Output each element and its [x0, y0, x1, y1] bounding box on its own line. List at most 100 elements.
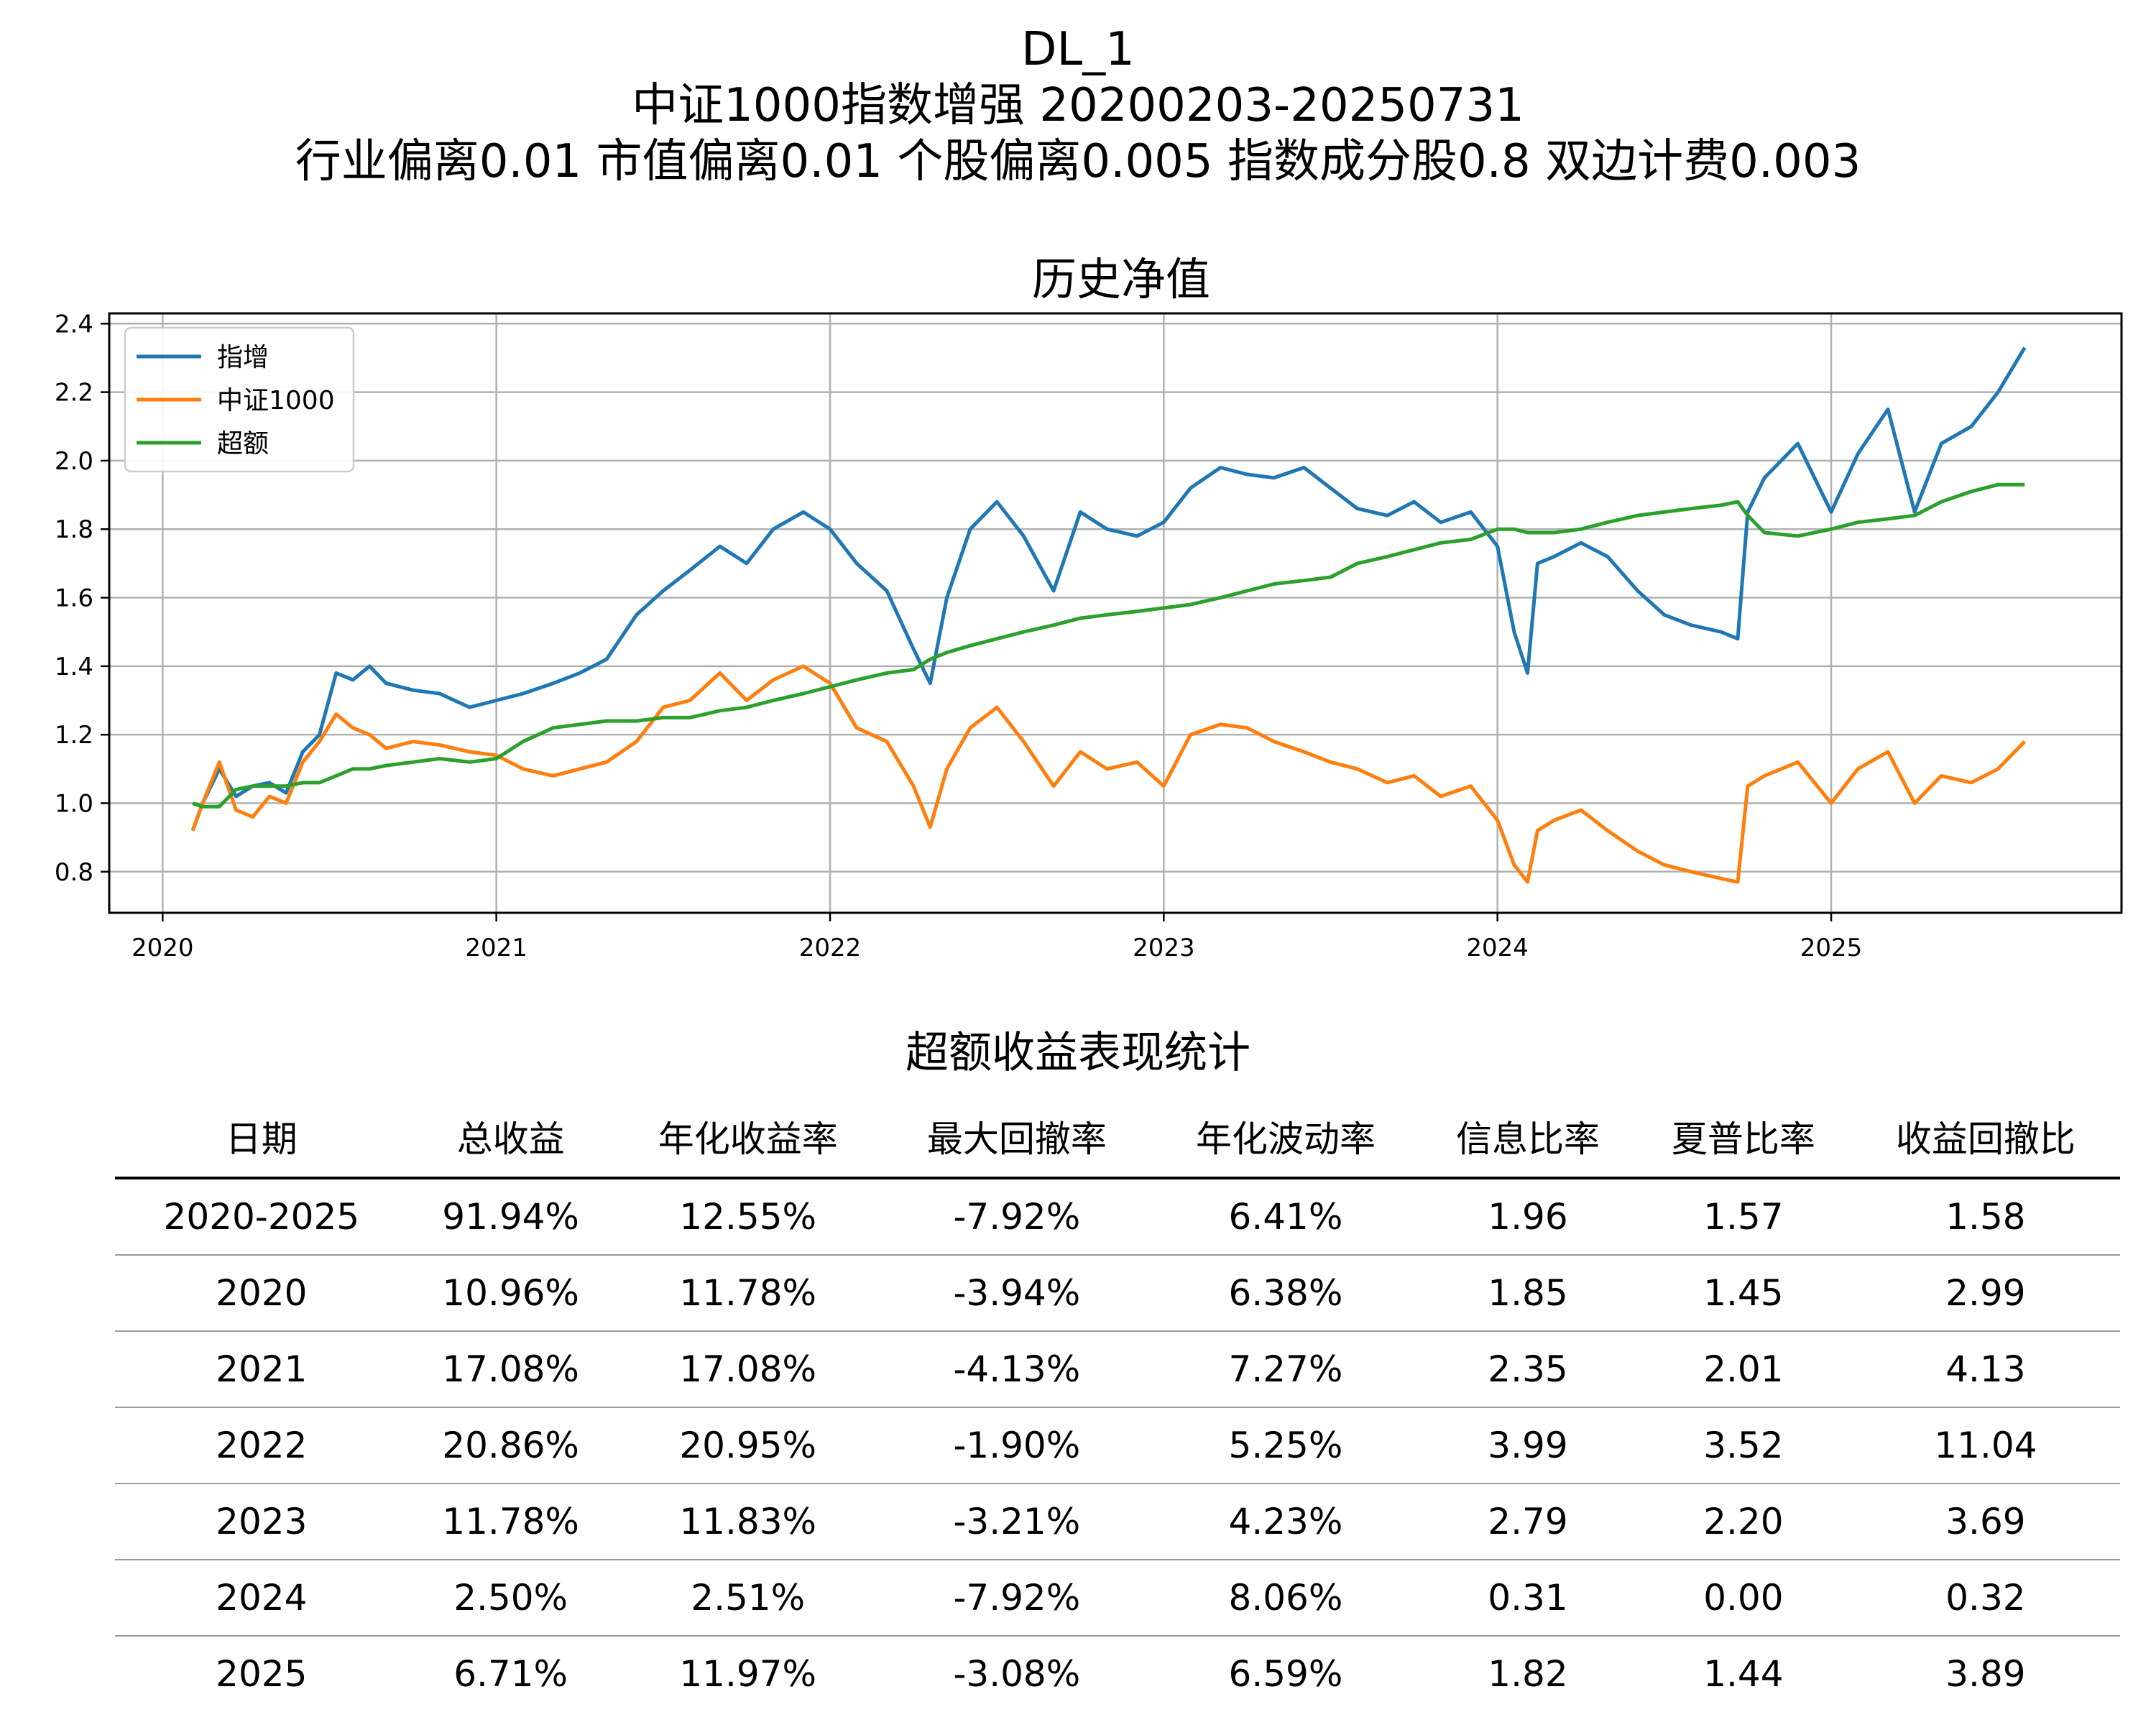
- table-cell: 2.20: [1635, 1484, 1851, 1560]
- table-cell: 20.86%: [407, 1407, 614, 1484]
- table-cell: 2.01: [1635, 1331, 1851, 1408]
- table-row: 2020 10.96% 11.78% -3.94% 6.38% 1.85 1.45 2.99: [115, 1255, 2120, 1332]
- table-cell: 6.38%: [1151, 1255, 1421, 1332]
- table-cell: 1.58: [1851, 1178, 2120, 1256]
- table-row: 2023 11.78% 11.83% -3.21% 4.23% 2.79 2.20 3.69: [115, 1484, 2120, 1560]
- table-cell: 2.50%: [407, 1560, 614, 1637]
- table-cell: 20.95%: [613, 1407, 883, 1484]
- table-cell: 6.71%: [453, 1653, 568, 1695]
- y-tick-label: 0.8: [55, 858, 93, 887]
- table-cell: 2020-2025: [115, 1178, 408, 1256]
- table-cell: 0.00: [1635, 1560, 1851, 1637]
- table-row: 2021 17.08% 17.08% -4.13% 7.27% 2.35 2.01 4.13: [115, 1331, 2120, 1408]
- table-cell: 17.08%: [407, 1331, 614, 1408]
- nav-line-chart: 历史净值 2020 2021 2022 2023 2024 2025 0.8 1.0 1.2 1.…: [55, 253, 2123, 962]
- column-header: 年化波动率: [1151, 1096, 1421, 1179]
- table-cell: 1.96: [1420, 1178, 1636, 1256]
- table-cell: 2020: [115, 1255, 408, 1332]
- table-cell: 0.31: [1420, 1560, 1636, 1637]
- table-cell: 3.99: [1420, 1407, 1636, 1484]
- column-header: 总收益: [407, 1096, 614, 1179]
- legend-box: [124, 326, 355, 473]
- plot-frame: [108, 312, 2123, 914]
- chart-title: 历史净值: [1032, 253, 1210, 305]
- x-tick-label: 2023: [1133, 934, 1195, 962]
- table-cell: 6.59%: [1228, 1653, 1343, 1695]
- table-cell: -3.94%: [882, 1255, 1151, 1332]
- table-cell: 6.41%: [1151, 1178, 1421, 1256]
- table-title: 超额收益表现统计: [906, 1028, 1250, 1078]
- table-cell: 3.89: [1945, 1653, 2026, 1695]
- table-cell: 0.32: [1851, 1560, 2120, 1637]
- x-tick-label: 2020: [132, 934, 194, 962]
- table-cell: 1.85: [1420, 1255, 1636, 1332]
- legend-label: 指增: [217, 343, 269, 372]
- grid: [109, 313, 2122, 913]
- table-cell: 2.35: [1420, 1331, 1636, 1408]
- series-line-0: [190, 346, 2027, 832]
- table-cell: 1.82: [1488, 1653, 1568, 1695]
- y-tick-label: 1.8: [55, 515, 93, 544]
- title-index-period: 中证1000指数增强 20200203-20250731: [632, 79, 1524, 132]
- table-cell: 2.51%: [613, 1560, 883, 1637]
- column-header: 日期: [115, 1096, 408, 1179]
- column-header: 年化收益率: [613, 1096, 883, 1179]
- table-cell: 3.52: [1635, 1407, 1851, 1484]
- table-row: 2020-2025 91.94% 12.55% -7.92% 6.41% 1.96 1.57…: [115, 1178, 2120, 1256]
- series-lines: [190, 346, 2027, 884]
- table-cell: 8.06%: [1151, 1560, 1421, 1637]
- table-cell: -3.08%: [953, 1653, 1081, 1695]
- table-cell: 11.97%: [679, 1653, 817, 1695]
- column-header: 信息比率: [1420, 1096, 1636, 1179]
- series-line-2: [192, 482, 2025, 809]
- table-cell: 91.94%: [407, 1178, 614, 1256]
- column-header: 最大回撤率: [882, 1096, 1151, 1179]
- table-cell: 11.78%: [407, 1484, 614, 1560]
- column-header: 夏普比率: [1635, 1096, 1851, 1179]
- table-cell: 3.69: [1851, 1484, 2120, 1560]
- table-row: 2024 2.50% 2.51% -7.92% 8.06% 0.31 0.00 0.32: [115, 1560, 2120, 1637]
- table-cell: 1.44: [1703, 1653, 1784, 1695]
- legend-label: 超额: [217, 429, 269, 459]
- table-cell: -7.92%: [882, 1178, 1151, 1256]
- table-cell: 1.45: [1635, 1255, 1851, 1332]
- title-strategy-name: DL_1: [1021, 23, 1135, 76]
- axis-ticks: 2020 2021 2022 2023 2024 2025 0.8 1.0 1.2 1.4 1.6 1…: [55, 310, 1862, 962]
- table-row: 2025 6.71% 11.97% -3.08% 6.59% 1.82 1.44 3.89: [115, 1636, 2120, 1711]
- x-tick-label: 2025: [1800, 934, 1863, 962]
- y-tick-label: 2.2: [55, 379, 93, 408]
- table-cell: 2025: [216, 1653, 308, 1695]
- table-cell: -1.90%: [882, 1407, 1151, 1484]
- table-body: 2020-2025 91.94% 12.55% -7.92% 6.41% 1.96 1.57…: [115, 1178, 2120, 1711]
- table-cell: 2024: [115, 1560, 408, 1637]
- table-cell: 2022: [115, 1407, 408, 1484]
- y-tick-label: 1.4: [55, 653, 93, 681]
- y-tick-label: 1.6: [55, 584, 93, 613]
- x-tick-label: 2022: [799, 934, 862, 962]
- table-cell: 7.27%: [1151, 1331, 1421, 1408]
- table-cell: 2021: [115, 1331, 408, 1408]
- excess-return-stats-table: 日期 总收益 年化收益率 最大回撤率 年化波动率 信息比率 夏普比率 收益回撤比 2020-2…: [115, 1096, 2120, 1711]
- table-cell: 4.23%: [1151, 1484, 1421, 1560]
- table-cell: 11.83%: [613, 1484, 883, 1560]
- table-cell: 5.25%: [1151, 1407, 1421, 1484]
- x-tick-label: 2021: [465, 934, 528, 962]
- column-header: 收益回撤比: [1851, 1096, 2120, 1179]
- table-cell: 17.08%: [613, 1331, 883, 1408]
- figure-title: DL_1 中证1000指数增强 20200203-20250731 行业偏离0.…: [0, 22, 2156, 190]
- table-cell: 2023: [115, 1484, 408, 1560]
- table-cell: 1.57: [1635, 1178, 1851, 1256]
- table-cell: 12.55%: [613, 1178, 883, 1256]
- series-line-1: [190, 664, 2027, 884]
- x-tick-label: 2024: [1466, 934, 1529, 962]
- table-cell: -4.13%: [882, 1331, 1151, 1408]
- table-cell: 10.96%: [407, 1255, 614, 1332]
- y-tick-label: 1.2: [55, 721, 93, 750]
- legend-label: 中证1000: [217, 386, 335, 415]
- y-tick-label: 1.0: [55, 789, 93, 818]
- table-row: 2022 20.86% 20.95% -1.90% 5.25% 3.99 3.52 11.04: [115, 1407, 2120, 1484]
- title-parameters: 行业偏离0.01 市值偏离0.01 个股偏离0.005 指数成分股0.8 双边计…: [295, 135, 1861, 188]
- table-header-row: 日期 总收益 年化收益率 最大回撤率 年化波动率 信息比率 夏普比率 收益回撤比: [115, 1096, 2120, 1179]
- y-tick-label: 2.0: [55, 447, 93, 476]
